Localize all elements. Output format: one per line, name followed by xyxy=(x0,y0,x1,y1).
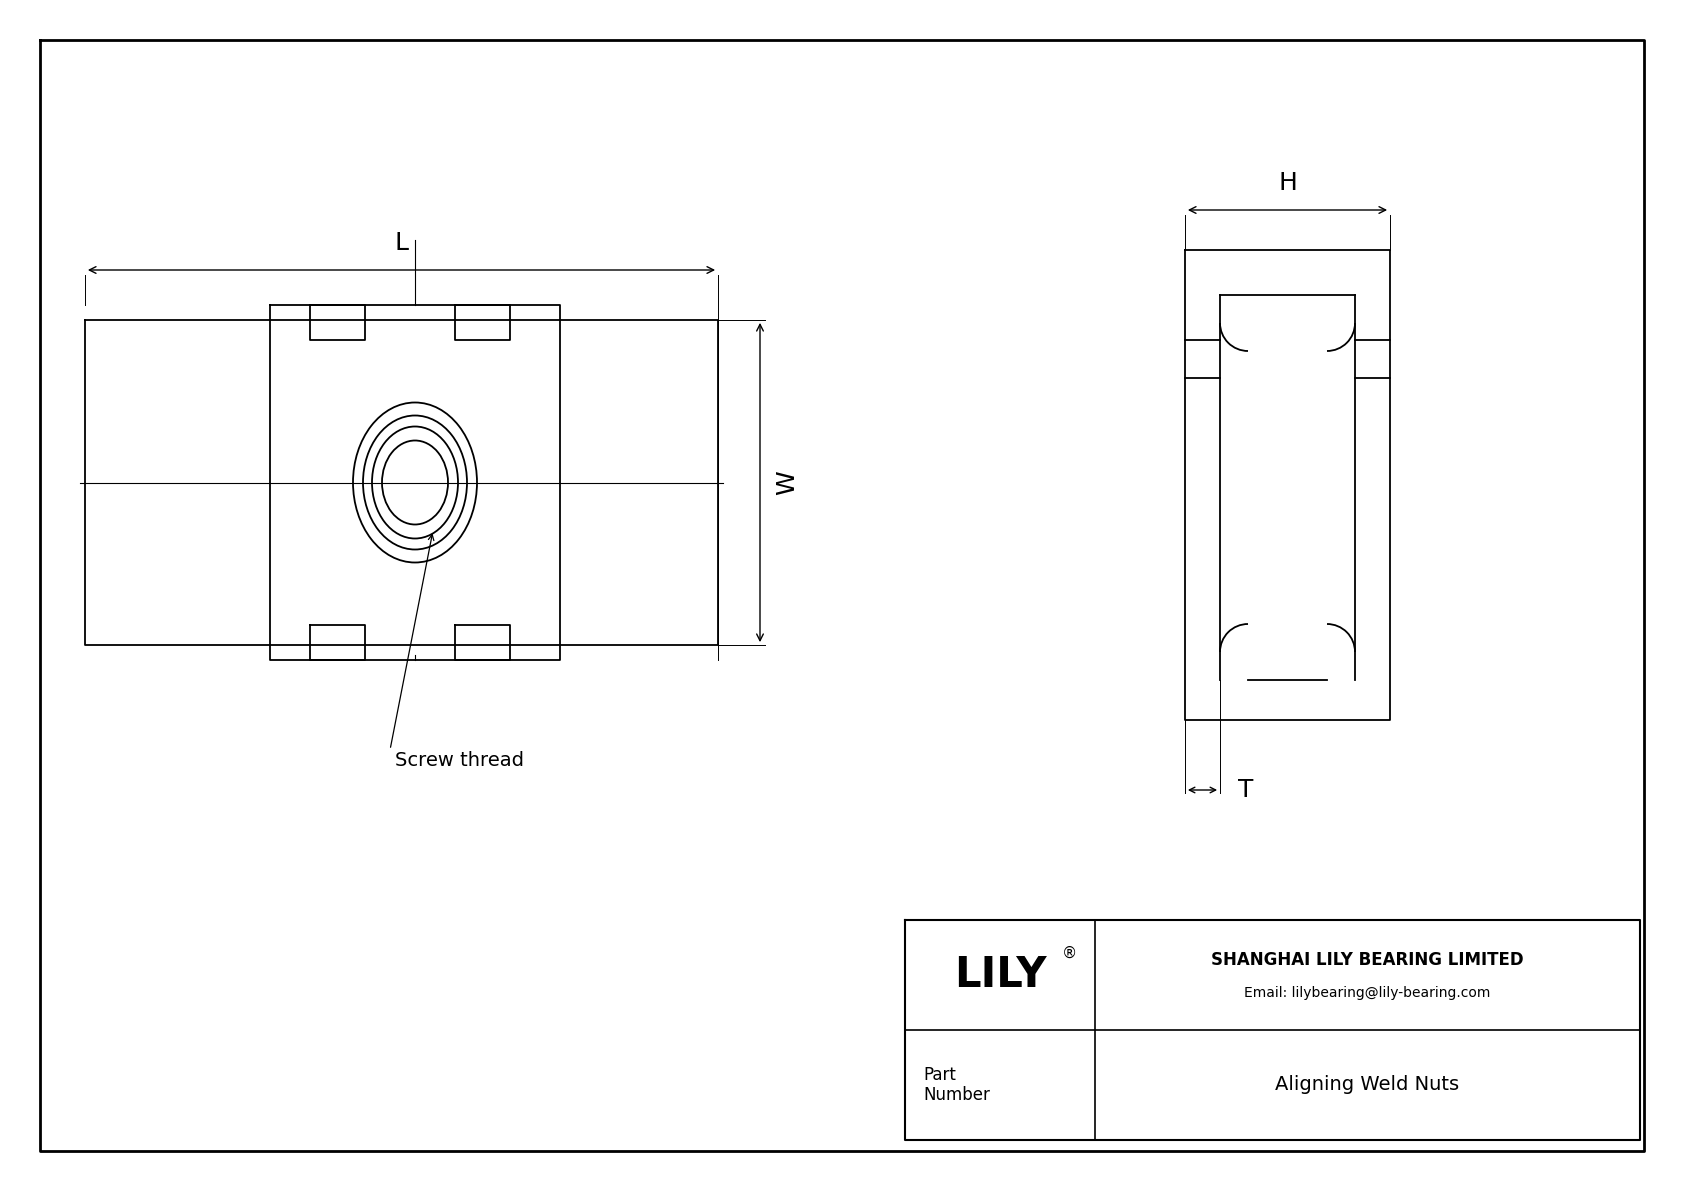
Text: ®: ® xyxy=(1063,946,1078,960)
Text: SHANGHAI LILY BEARING LIMITED: SHANGHAI LILY BEARING LIMITED xyxy=(1211,950,1524,969)
Text: Part
Number: Part Number xyxy=(923,1066,990,1104)
Text: H: H xyxy=(1278,172,1297,195)
Text: Email: lilybearing@lily-bearing.com: Email: lilybearing@lily-bearing.com xyxy=(1244,986,1490,1000)
Text: LILY: LILY xyxy=(953,954,1046,996)
Text: Aligning Weld Nuts: Aligning Weld Nuts xyxy=(1275,1075,1460,1095)
Text: W: W xyxy=(775,470,798,495)
Text: L: L xyxy=(394,231,409,255)
Text: Screw thread: Screw thread xyxy=(396,750,524,769)
Text: T: T xyxy=(1238,778,1253,802)
